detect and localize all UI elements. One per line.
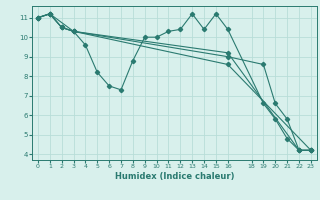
X-axis label: Humidex (Indice chaleur): Humidex (Indice chaleur) [115, 172, 234, 181]
